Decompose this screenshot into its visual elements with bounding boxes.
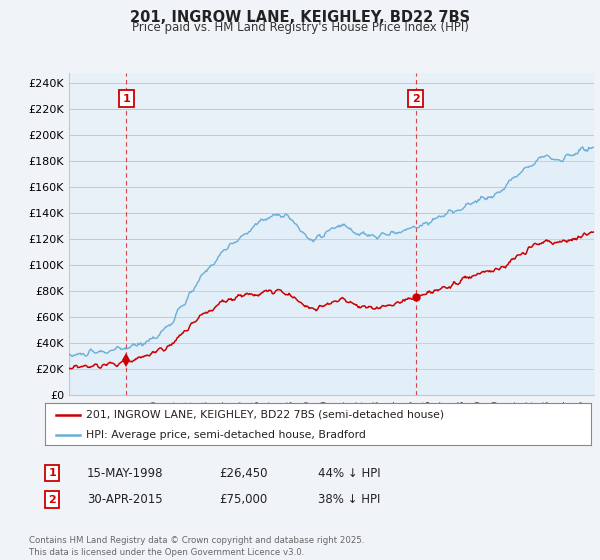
Text: £26,450: £26,450 [219, 466, 268, 480]
Text: 30-APR-2015: 30-APR-2015 [87, 493, 163, 506]
Text: £75,000: £75,000 [219, 493, 267, 506]
Text: 44% ↓ HPI: 44% ↓ HPI [318, 466, 380, 480]
Text: 2: 2 [412, 94, 419, 104]
Text: HPI: Average price, semi-detached house, Bradford: HPI: Average price, semi-detached house,… [86, 430, 366, 440]
Text: 2: 2 [49, 494, 56, 505]
Text: 201, INGROW LANE, KEIGHLEY, BD22 7BS (semi-detached house): 201, INGROW LANE, KEIGHLEY, BD22 7BS (se… [86, 410, 444, 420]
Text: 1: 1 [49, 468, 56, 478]
Text: Contains HM Land Registry data © Crown copyright and database right 2025.
This d: Contains HM Land Registry data © Crown c… [29, 536, 364, 557]
Text: 38% ↓ HPI: 38% ↓ HPI [318, 493, 380, 506]
Text: 15-MAY-1998: 15-MAY-1998 [87, 466, 163, 480]
Text: 201, INGROW LANE, KEIGHLEY, BD22 7BS: 201, INGROW LANE, KEIGHLEY, BD22 7BS [130, 10, 470, 25]
Text: 1: 1 [122, 94, 130, 104]
Text: Price paid vs. HM Land Registry's House Price Index (HPI): Price paid vs. HM Land Registry's House … [131, 21, 469, 34]
